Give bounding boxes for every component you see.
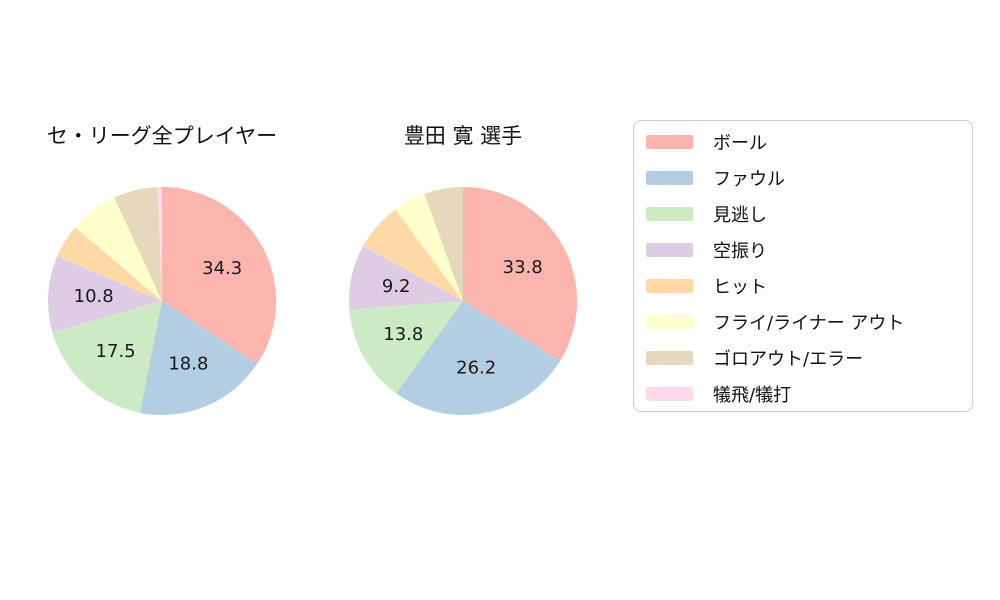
- pie-slice-3: [47, 256, 162, 333]
- legend-swatch: [646, 135, 693, 149]
- pie-slice-2: [52, 301, 162, 413]
- legend-swatch: [646, 315, 693, 329]
- legend-item: ボール: [646, 124, 972, 160]
- legend-label: ヒット: [713, 277, 767, 298]
- legend-item: ヒット: [646, 268, 972, 304]
- legend-swatch: [646, 351, 693, 365]
- right-pie-title: 豊田 寛 選手: [403, 124, 523, 148]
- legend-label: ファウル: [713, 169, 785, 190]
- pie-value-label: 34.3: [202, 258, 242, 279]
- right-pie-chart: 33.8 26.2 13.8 9.2: [348, 187, 577, 416]
- pie-slice-4: [57, 227, 163, 301]
- legend-swatch: [646, 171, 693, 185]
- pie-slice-0: [162, 187, 276, 364]
- legend-item: 空振り: [646, 232, 972, 268]
- pie-slice-0: [463, 187, 577, 361]
- pie-slice-4: [363, 209, 463, 301]
- legend-item: 見逃し: [646, 196, 972, 232]
- pie-value-label: 26.2: [456, 358, 496, 379]
- legend-item: ファウル: [646, 160, 972, 196]
- legend-label: 空振り: [713, 241, 767, 262]
- pie-slice-5: [75, 197, 162, 301]
- left-pie-title: セ・リーグ全プレイヤー: [46, 124, 278, 148]
- legend-box: ボール ファウル 見逃し 空振り ヒット フライ/ライナー アウト ゴロアウト/…: [633, 120, 973, 412]
- legend-label: フライ/ライナー アウト: [713, 313, 905, 334]
- pie-value-label: 13.8: [383, 324, 423, 345]
- pie-slice-7: [157, 187, 162, 301]
- legend-label: ゴロアウト/エラー: [713, 349, 864, 370]
- pie-value-label: 17.5: [96, 341, 136, 362]
- legend-label: ボール: [713, 133, 767, 154]
- pie-value-label: 10.8: [74, 286, 114, 307]
- pie-slice-1: [395, 301, 561, 416]
- pie-slice-6: [424, 187, 463, 301]
- pie-slice-1: [139, 301, 258, 415]
- pie-value-label: 18.8: [168, 354, 208, 375]
- legend-item: フライ/ライナー アウト: [646, 304, 972, 340]
- left-pie-chart: 34.3 18.8 17.5 10.8: [47, 187, 276, 415]
- legend-item: 犠飛/犠打: [646, 376, 972, 412]
- legend-swatch: [646, 207, 693, 221]
- legend-swatch: [646, 243, 693, 257]
- pie-value-label: 9.2: [382, 276, 411, 297]
- pie-value-label: 33.8: [503, 257, 543, 278]
- pie-slice-3: [348, 246, 463, 310]
- legend-label: 犠飛/犠打: [713, 385, 792, 406]
- pie-slice-2: [349, 301, 463, 394]
- legend-item: ゴロアウト/エラー: [646, 340, 972, 376]
- legend-swatch: [646, 387, 693, 401]
- pie-slice-6: [114, 187, 162, 301]
- legend-label: 見逃し: [713, 205, 767, 226]
- legend-swatch: [646, 279, 693, 293]
- pie-slice-5: [395, 193, 463, 301]
